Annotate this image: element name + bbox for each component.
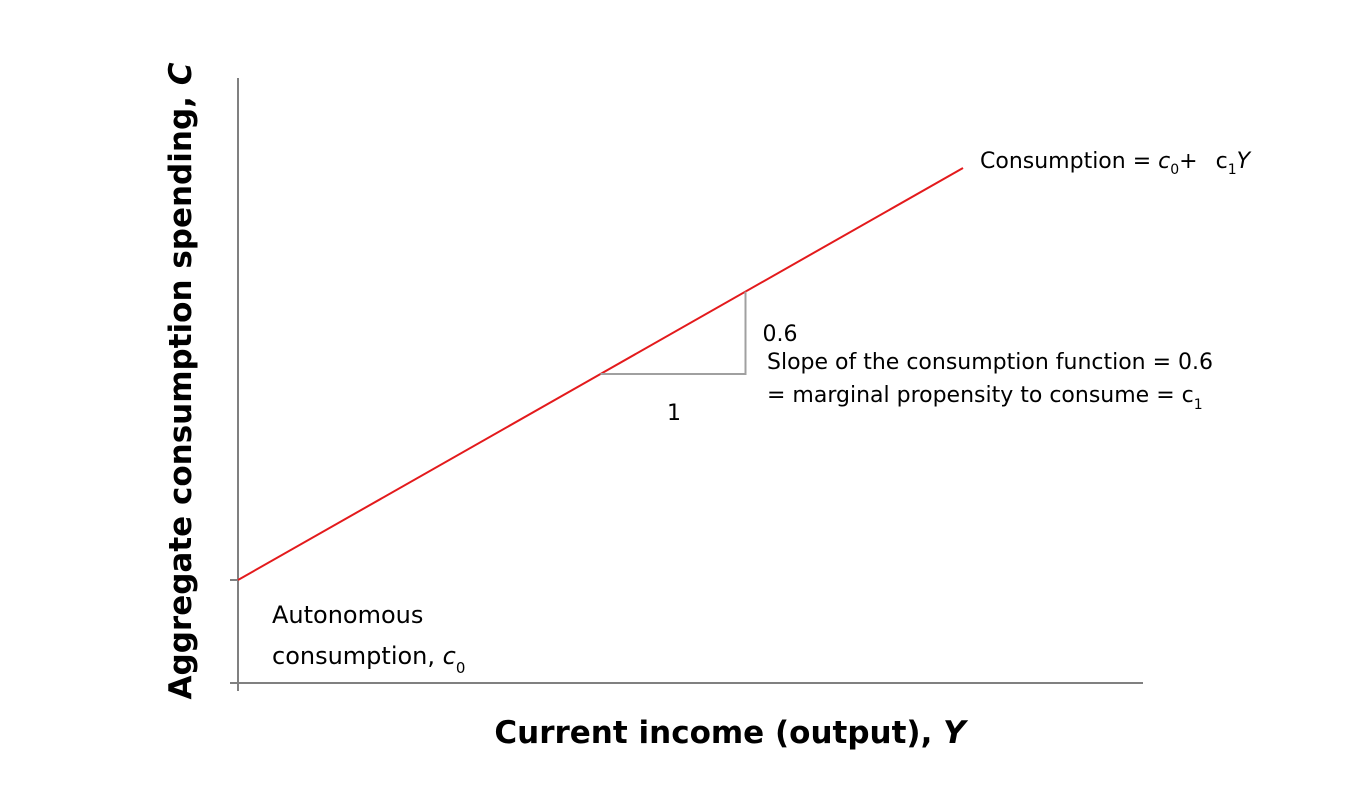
equation-y-var: Y: [1237, 149, 1252, 174]
autonomous-prefix: consumption,: [272, 642, 443, 670]
x-axis-title-var: Y: [943, 715, 969, 751]
autonomous-label-line2: consumption, c0: [272, 642, 465, 677]
slope-note-prefix: = marginal propensity to consume =: [767, 383, 1182, 408]
y-axis-title: Aggregate consumption spending, C: [163, 62, 199, 699]
slope-triangle: [600, 291, 747, 375]
slope-note-c-sub: 1: [1194, 397, 1203, 413]
autonomous-c-sub: 0: [456, 659, 466, 677]
slope-rise-label: 0.6: [763, 322, 798, 347]
equation-prefix: Consumption =: [980, 149, 1158, 174]
y-axis-title-text: Aggregate consumption spending,: [163, 85, 199, 699]
autonomous-label-line1: Autonomous: [272, 601, 423, 629]
x-axis-title: Current income (output), Y: [494, 715, 969, 751]
equation-c0-var: c: [1158, 149, 1170, 174]
slope-note-line2: = marginal propensity to consume = c1: [767, 383, 1203, 413]
x-axis-title-text: Current income (output),: [494, 715, 943, 751]
autonomous-c-var: c: [443, 642, 456, 670]
equation-c1-var: c: [1216, 149, 1228, 174]
equation-c1-sub: 1: [1228, 162, 1237, 178]
consumption-equation-label: Consumption = c0+ c1Y: [980, 149, 1252, 178]
y-axis-title-var: C: [163, 62, 199, 85]
slope-note-line1: Slope of the consumption function = 0.6: [767, 350, 1213, 375]
equation-c0-sub: 0: [1170, 162, 1179, 178]
equation-plus: +: [1179, 149, 1211, 174]
slope-run-label: 1: [667, 401, 681, 426]
slope-note-c-var: c: [1182, 383, 1194, 408]
